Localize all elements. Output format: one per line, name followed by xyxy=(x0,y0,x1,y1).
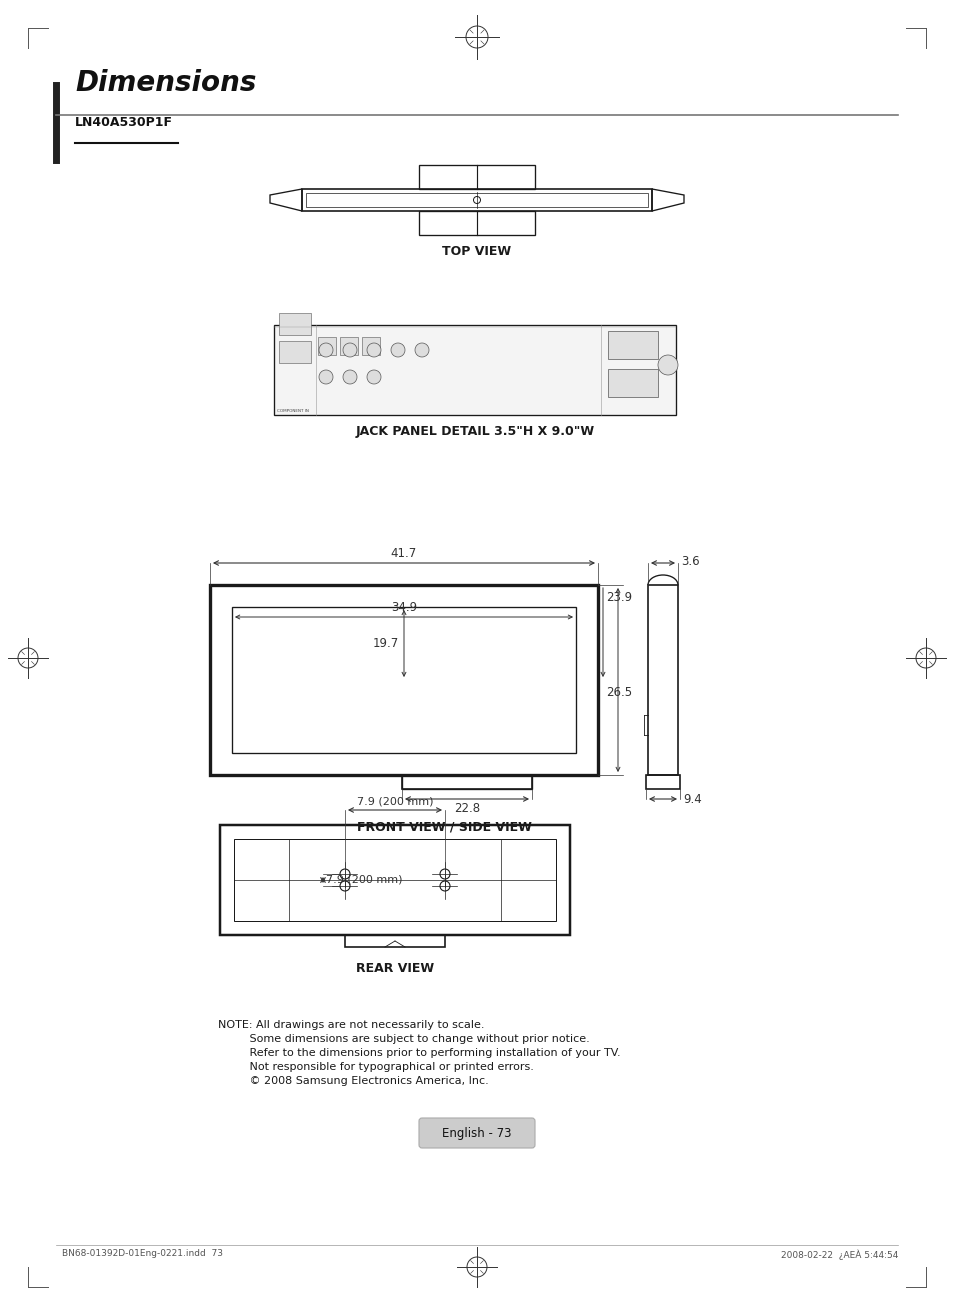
Text: 23.9: 23.9 xyxy=(605,590,632,604)
Bar xyxy=(418,164,535,189)
Circle shape xyxy=(318,370,333,384)
Bar xyxy=(401,775,532,789)
Text: English - 73: English - 73 xyxy=(442,1127,511,1140)
Text: 41.7: 41.7 xyxy=(391,547,416,560)
Bar xyxy=(345,935,444,947)
Bar xyxy=(339,337,357,355)
Text: 19.7: 19.7 xyxy=(373,636,398,650)
Text: JACK PANEL DETAIL 3.5"H X 9.0"W: JACK PANEL DETAIL 3.5"H X 9.0"W xyxy=(355,425,594,438)
Text: 2008-02-22  ¿AEÀ 5:44:54: 2008-02-22 ¿AEÀ 5:44:54 xyxy=(780,1249,897,1260)
Bar xyxy=(302,189,651,210)
Circle shape xyxy=(658,355,678,375)
Circle shape xyxy=(415,343,429,356)
Bar xyxy=(274,325,676,416)
Bar xyxy=(317,337,335,355)
Bar xyxy=(278,313,311,335)
Text: 22.8: 22.8 xyxy=(454,802,479,815)
Text: 3.6: 3.6 xyxy=(680,555,699,568)
Text: Dimensions: Dimensions xyxy=(75,68,256,97)
Bar xyxy=(418,210,535,235)
Circle shape xyxy=(318,343,333,356)
Text: 34.9: 34.9 xyxy=(391,601,416,614)
Text: Refer to the dimensions prior to performing installation of your TV.: Refer to the dimensions prior to perform… xyxy=(218,1048,620,1059)
Text: Some dimensions are subject to change without prior notice.: Some dimensions are subject to change wi… xyxy=(218,1034,589,1044)
Circle shape xyxy=(367,370,380,384)
Bar xyxy=(210,585,598,775)
FancyBboxPatch shape xyxy=(418,1118,535,1148)
Bar xyxy=(607,331,658,359)
Text: 7.9 (200 mm): 7.9 (200 mm) xyxy=(326,874,402,885)
Circle shape xyxy=(343,370,356,384)
Text: LN40A530P1F: LN40A530P1F xyxy=(75,116,172,129)
Text: BN68-01392D-01Eng-0221.indd  73: BN68-01392D-01Eng-0221.indd 73 xyxy=(62,1249,223,1258)
Text: TOP VIEW: TOP VIEW xyxy=(442,245,511,258)
Bar xyxy=(647,585,678,775)
Bar xyxy=(306,193,647,206)
Text: 7.9 (200 mm): 7.9 (200 mm) xyxy=(356,797,433,807)
Text: REAR VIEW: REAR VIEW xyxy=(355,963,434,974)
Circle shape xyxy=(343,343,356,356)
Text: Not responsible for typographical or printed errors.: Not responsible for typographical or pri… xyxy=(218,1063,534,1072)
Text: NOTE: All drawings are not necessarily to scale.: NOTE: All drawings are not necessarily t… xyxy=(218,1020,484,1030)
Bar xyxy=(232,608,576,753)
Text: © 2008 Samsung Electronics America, Inc.: © 2008 Samsung Electronics America, Inc. xyxy=(218,1076,488,1086)
Circle shape xyxy=(367,343,380,356)
Text: FRONT VIEW / SIDE VIEW: FRONT VIEW / SIDE VIEW xyxy=(356,821,531,834)
Circle shape xyxy=(391,343,405,356)
Text: 26.5: 26.5 xyxy=(605,685,632,698)
Bar xyxy=(278,341,311,363)
Text: 9.4: 9.4 xyxy=(682,793,701,806)
Bar xyxy=(607,370,658,397)
Bar xyxy=(233,839,556,920)
Bar xyxy=(645,775,679,789)
Bar xyxy=(220,825,569,935)
Bar xyxy=(361,337,379,355)
Text: COMPONENT IN: COMPONENT IN xyxy=(276,409,309,413)
